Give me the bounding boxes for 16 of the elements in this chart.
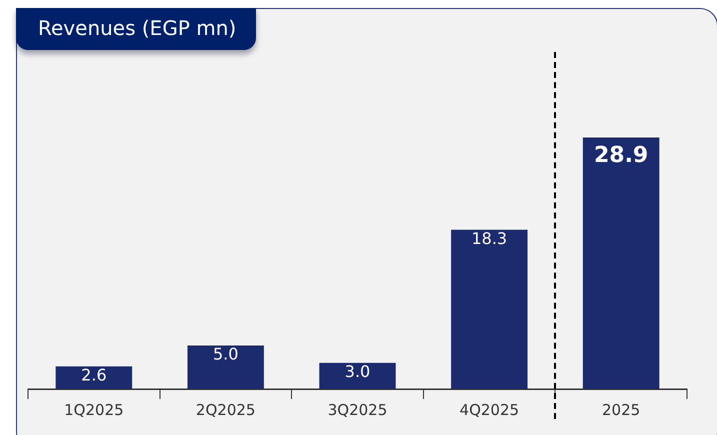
data-label: 28.9 [594,143,648,168]
data-label: 2.6 [81,366,107,385]
chart-title: Revenues (EGP mn) [16,8,256,50]
bar [187,345,264,389]
x-tick-label: 3Q2025 [328,400,388,419]
data-label: 5.0 [212,344,238,364]
x-tick-label: 4Q2025 [460,400,520,419]
data-label: 18.3 [471,228,508,248]
bar [582,137,660,389]
data-label: 3.0 [344,362,370,382]
bar [56,366,132,389]
bar [319,362,396,389]
x-tick-label: 2Q2025 [196,400,256,419]
x-tick-label: 1Q2025 [64,400,124,419]
bar [451,230,528,389]
x-tick-label: 2025 [602,400,640,419]
